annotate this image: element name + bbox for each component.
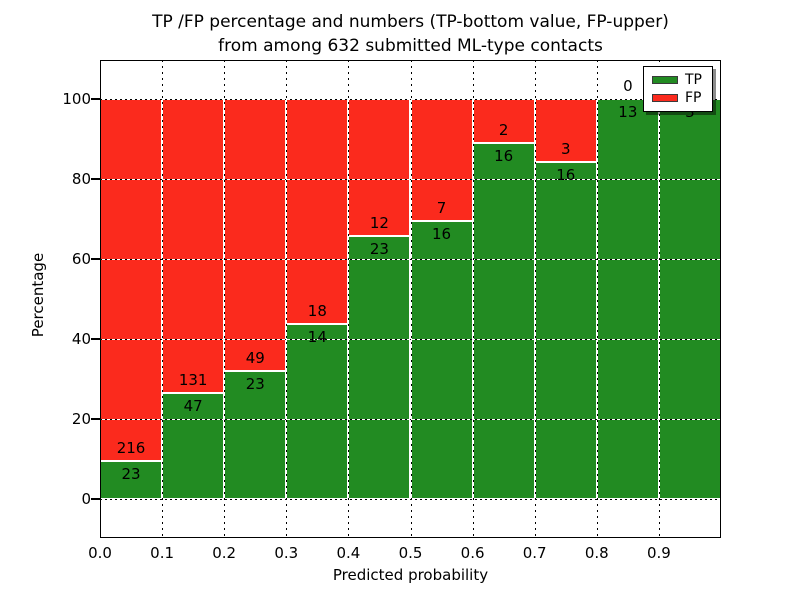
y-tick-mark (91, 418, 100, 420)
fp-count-label: 131 (178, 371, 208, 390)
x-tick-label: 0.0 (88, 544, 112, 562)
vertical-gridline (286, 60, 288, 538)
y-tick-mark (91, 98, 100, 100)
chart-title: TP /FP percentage and numbers (TP-bottom… (100, 10, 721, 58)
x-tick-label: 0.5 (398, 544, 423, 562)
tp-bar-segment (534, 162, 597, 499)
fp-count-label: 49 (245, 349, 265, 368)
fp-bar-segment (162, 99, 225, 394)
legend-label-tp: TP (685, 71, 702, 88)
y-tick-mark (91, 258, 100, 260)
tp-legend-swatch (652, 75, 678, 84)
x-tick-label: 0.6 (460, 544, 485, 562)
x-tick-label: 0.1 (150, 544, 175, 562)
fp-count-label: 3 (560, 140, 571, 159)
fp-count-label: 2 (498, 121, 509, 140)
x-tick-label: 0.8 (584, 544, 609, 562)
legend-label-fp: FP (685, 90, 702, 107)
tp-count-label: 23 (369, 240, 389, 259)
tp-count-label: 3 (685, 103, 695, 121)
fp-count-label: 12 (369, 214, 389, 233)
tp-count-label: 23 (245, 375, 265, 394)
fp-bar-segment (286, 99, 349, 324)
fp-count-label: 0 (623, 77, 633, 95)
y-tick-label: 40 (71, 330, 91, 348)
y-tick-mark (91, 498, 100, 500)
tp-bar-segment (286, 324, 349, 499)
fp-bar-segment (100, 99, 163, 461)
legend-entry-tp: TP (644, 72, 712, 88)
tp-count-label: 16 (432, 224, 452, 243)
y-tick-label: 20 (71, 410, 91, 428)
x-tick-label: 0.3 (274, 544, 299, 562)
tp-bar-segment (224, 371, 287, 499)
chart-title-line1: TP /FP percentage and numbers (TP-bottom… (152, 12, 669, 32)
tp-count-label: 13 (618, 103, 638, 121)
fp-legend-swatch (652, 94, 678, 103)
vertical-gridline (596, 60, 598, 538)
y-tick-label: 100 (62, 90, 91, 108)
x-axis-label: Predicted probability (332, 566, 489, 584)
tp-count-label: 47 (183, 397, 203, 416)
chart-title-line2: from among 632 submitted ML-type contact… (218, 36, 603, 56)
vertical-gridline (410, 60, 412, 538)
x-tick-label: 0.9 (646, 544, 671, 562)
y-tick-label: 60 (71, 250, 91, 268)
tp-count-label: 23 (121, 464, 141, 483)
fp-count-label: 216 (116, 438, 146, 457)
tp-bar-segment (658, 99, 721, 499)
y-tick-label: 80 (71, 170, 91, 188)
fp-count-label: 7 (436, 198, 447, 217)
fp-bar-segment (224, 99, 287, 372)
legend-entry-fp: FP (644, 90, 712, 106)
y-tick-mark (91, 338, 100, 340)
tp-bar-segment (596, 99, 659, 499)
x-tick-label: 0.2 (212, 544, 237, 562)
x-tick-label: 0.7 (522, 544, 547, 562)
tp-count-label: 14 (307, 328, 327, 346)
vertical-gridline (162, 60, 164, 538)
tp-bar-segment (410, 220, 473, 499)
vertical-gridline (348, 60, 350, 538)
vertical-gridline (534, 60, 536, 538)
tp-bar-segment (348, 236, 411, 499)
vertical-gridline (224, 60, 226, 538)
legend: TP FP (643, 66, 713, 112)
tp-count-label: 16 (556, 166, 576, 185)
plot-area: TP FP 216 23 131 47 49 23 18 14 12 23 7 16 2 16 3 16 0 13… (91, 60, 721, 538)
tp-bar-segment (472, 143, 535, 499)
x-tick-label: 0.4 (336, 544, 361, 562)
tp-count-label: 16 (494, 147, 514, 166)
fp-count-label: 18 (307, 302, 327, 320)
y-tick-label: 0 (81, 490, 91, 508)
y-tick-mark (91, 178, 100, 180)
vertical-gridline (658, 60, 660, 538)
vertical-gridline (472, 60, 474, 538)
